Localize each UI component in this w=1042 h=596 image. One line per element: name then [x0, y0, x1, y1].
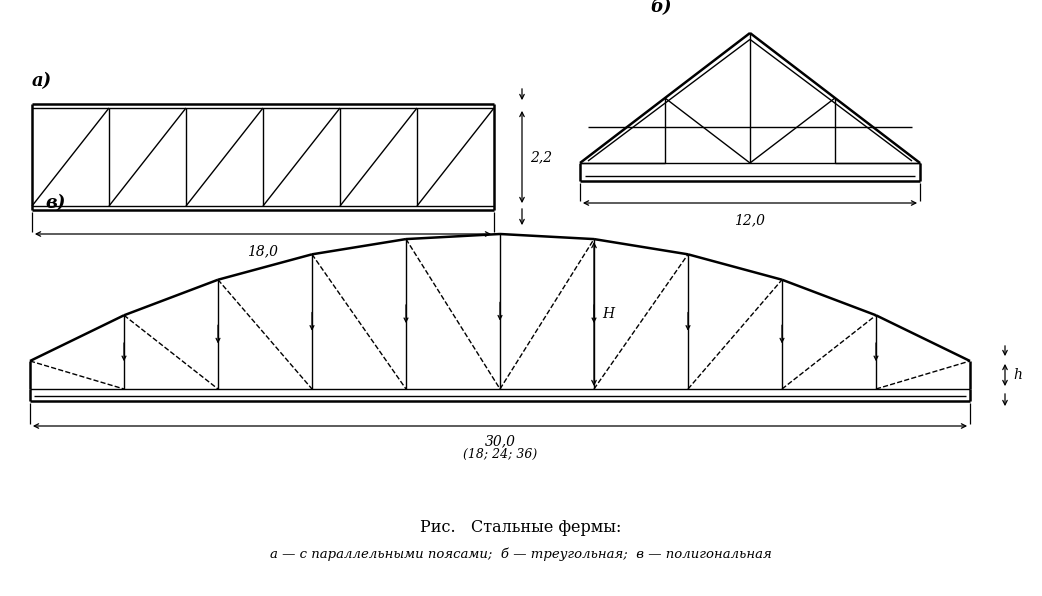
Text: 12,0: 12,0 [735, 213, 766, 227]
Text: H: H [602, 307, 614, 321]
Text: (18; 24; 36): (18; 24; 36) [463, 448, 537, 461]
Text: а — с параллельными поясами;  б — треугольная;  в — полигональная: а — с параллельными поясами; б — треугол… [270, 547, 772, 561]
Text: 2,2: 2,2 [530, 150, 552, 164]
Text: а): а) [32, 72, 52, 90]
Text: 30,0: 30,0 [485, 434, 516, 448]
Text: Рис.   Стальные фермы:: Рис. Стальные фермы: [420, 520, 622, 536]
Text: 18,0: 18,0 [248, 244, 278, 258]
Text: h: h [1013, 368, 1022, 382]
Text: в): в) [45, 194, 66, 212]
Text: б): б) [650, 0, 671, 15]
